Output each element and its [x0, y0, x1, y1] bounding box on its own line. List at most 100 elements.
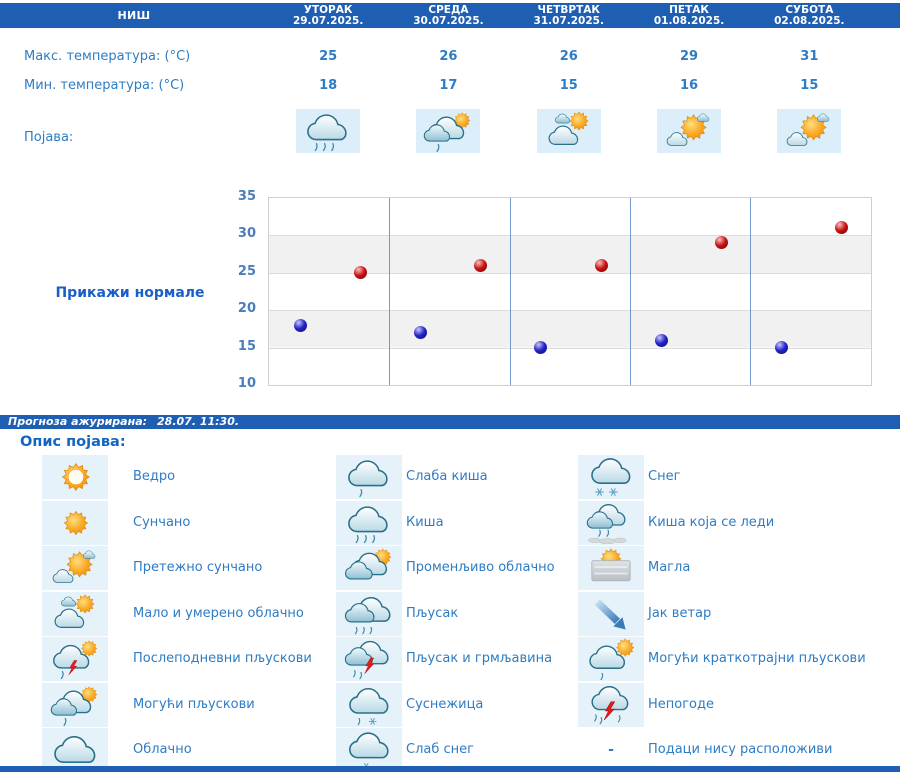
phenomenon-tile: [296, 109, 361, 153]
legend-item-icon-tile: [336, 682, 402, 727]
nepogode-icon: [584, 684, 638, 726]
day-date: 29.07.2025.: [292, 14, 364, 27]
day-date: 31.07.2025.: [533, 14, 604, 27]
day-separator: [629, 198, 631, 385]
phenomenon-tile: [777, 109, 842, 153]
legend-item-label: Слаба киша: [406, 469, 488, 484]
y-axis-label: 25: [237, 263, 256, 279]
updated-prefix: Прогноза ажурирана:: [8, 415, 148, 428]
pretezno-suncano-icon: [781, 110, 837, 152]
day-name: СУБОТА: [785, 3, 834, 16]
legend-item-label: Могући краткотрајни пљускови: [648, 651, 866, 666]
legend-item-label: Пљусак: [406, 605, 459, 621]
day-separator: [389, 198, 391, 385]
gridline: [269, 310, 871, 312]
day-header: СРЕДА 30.07.2025.: [388, 3, 508, 28]
day-separator: [750, 198, 752, 385]
legend-item-icon-tile: [336, 455, 402, 499]
legend-item-label: Снег: [648, 469, 681, 484]
pretezno-suncano-icon: [48, 547, 102, 589]
min-temp-value: 17: [439, 78, 458, 93]
min-temp-label: Мин. температура: (°C): [24, 78, 185, 93]
legend-item-icon-tile: [42, 591, 108, 636]
forecast-updated-bar: Прогноза ажурирана: 28.07. 11:30.: [0, 415, 900, 429]
temperature-chart: [268, 197, 872, 386]
y-axis-label: 20: [237, 301, 256, 317]
legend-item-label: Мало и умерено облачно: [133, 605, 304, 621]
max-temp-value: 31: [800, 49, 819, 64]
max-temp-value: 26: [559, 49, 578, 64]
day-name: СРЕДА: [428, 3, 469, 16]
slaba-kisa-icon: [342, 456, 396, 498]
min-temp-value: 15: [800, 78, 819, 93]
kratkotrajni-pljuskovi-icon: [584, 638, 638, 680]
day-header: ЧЕТВРТАК 31.07.2025.: [509, 3, 629, 28]
phenomenon-tile: [416, 109, 481, 153]
malo-umereno-icon: [48, 593, 102, 635]
legend-item-icon-tile: [578, 637, 644, 681]
y-axis-label: 30: [237, 226, 256, 242]
day-header: ПЕТАК 01.08.2025.: [629, 3, 749, 28]
max-temp-label: Макс. температура: (°C): [24, 49, 191, 64]
magla-icon: [584, 547, 638, 589]
legend-item-label: Могући пљускови: [133, 696, 255, 712]
legend-item-label: Јак ветар: [648, 605, 712, 621]
legend-item-label: Слаб снег: [406, 742, 474, 757]
day-date: 01.08.2025.: [653, 14, 725, 27]
pljusak-icon: [342, 593, 396, 635]
gridline: [269, 235, 871, 237]
legend-item-label: Суснежица: [406, 696, 484, 712]
show-normals-link[interactable]: Прикажи нормале: [55, 285, 205, 301]
legend-item-label: Киша: [406, 514, 444, 530]
legend-item-label: Подаци нису расположиви: [648, 742, 833, 757]
vedro-icon: [48, 456, 102, 498]
legend-item-icon-tile: [42, 728, 108, 772]
day-name: ЧЕТВРТАК: [537, 3, 600, 16]
max-temp-value: 29: [679, 49, 699, 64]
updated-value: 28.07. 11:30.: [157, 415, 240, 428]
phenomenon-tile: [657, 109, 722, 153]
bottom-bar: [0, 766, 900, 772]
legend-item-icon-tile: [42, 637, 108, 681]
legend-item-label: Претежно сунчано: [133, 560, 263, 575]
chart-dot-max: [835, 221, 849, 235]
phenomenon-label: Појава:: [24, 130, 74, 145]
legend-item-label: Послеподневни пљускови: [133, 651, 312, 666]
y-axis-label: 10: [237, 376, 256, 391]
max-temp-value: 26: [439, 49, 458, 64]
legend-item-label: Облачно: [133, 742, 192, 757]
legend-item-icon-tile: [578, 455, 644, 499]
day-name: ПЕТАК: [669, 3, 709, 16]
malo-umereno-icon: [541, 110, 597, 152]
pretezno-suncano-icon: [661, 110, 717, 152]
kisa-icon: [300, 110, 356, 152]
legend-item-icon-tile: [336, 728, 402, 772]
y-axis-label: 35: [237, 189, 256, 204]
legend-item-icon-tile: -: [578, 728, 644, 772]
legend-item-icon-tile: [336, 591, 402, 636]
max-temp-value: 25: [319, 49, 338, 64]
legend-item-icon-tile: [336, 637, 402, 681]
min-temp-value: 16: [679, 78, 699, 93]
min-temp-value: 15: [559, 78, 578, 93]
jak-vetar-icon: [584, 593, 638, 635]
legend-item-label: Ведро: [133, 469, 176, 484]
gridline: [269, 347, 871, 349]
forecast-table-header: НИШ УТОРАК 29.07.2025. СРЕДА 30.07.2025. ЧЕТ…: [0, 3, 900, 28]
day-separator: [509, 198, 511, 385]
legend-title: Опис појава:: [20, 434, 126, 450]
day-name: УТОРАК: [303, 3, 353, 16]
day-date: 30.07.2025.: [413, 14, 484, 27]
moguci-pljuskovi-icon: [420, 110, 476, 152]
location-cell: НИШ: [117, 9, 151, 22]
legend-item-icon-tile: [578, 500, 644, 545]
legend-item-label: Киша која се леди: [648, 514, 775, 530]
chart-dot-max: [714, 236, 728, 250]
chart-dot-max: [594, 258, 608, 272]
legend-item-label: Непогоде: [648, 696, 714, 712]
chart-dot-min: [774, 341, 788, 355]
pljusak-grmljavina-icon: [342, 638, 396, 680]
promenljivo-oblacno-icon: [342, 547, 396, 589]
gridline: [269, 272, 871, 274]
